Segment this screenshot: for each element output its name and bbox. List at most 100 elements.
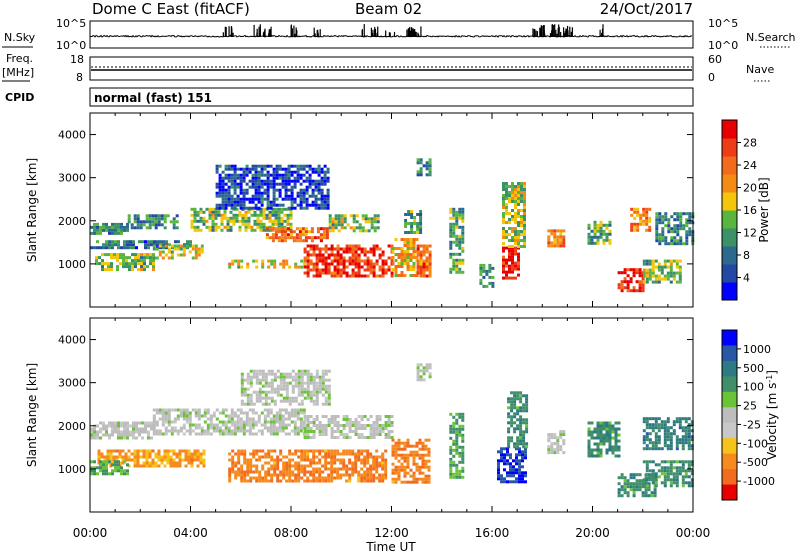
- range-cell: [242, 173, 246, 177]
- range-cell: [602, 223, 606, 227]
- range-cell: [248, 423, 252, 427]
- range-cell: [148, 455, 152, 459]
- range-cell: [384, 259, 388, 263]
- range-cell: [315, 244, 319, 248]
- range-cell: [339, 262, 343, 266]
- range-cell: [296, 414, 300, 418]
- range-cell: [663, 432, 667, 436]
- x-axis-title: Time UT: [365, 540, 416, 554]
- range-cell: [390, 430, 394, 433]
- range-cell: [123, 246, 126, 250]
- range-cell: [312, 467, 316, 471]
- range-cell: [452, 240, 456, 244]
- range-cell: [387, 424, 391, 427]
- range-cell: [106, 449, 110, 453]
- range-cell: [455, 219, 459, 223]
- range-cell: [246, 381, 250, 385]
- range-cell: [182, 414, 186, 418]
- range-cell: [154, 220, 158, 224]
- range-cell: [345, 479, 349, 483]
- range-cell: [300, 470, 304, 474]
- range-cell: [110, 253, 113, 257]
- range-cell: [163, 220, 167, 224]
- range-cell: [397, 459, 401, 463]
- range-cell: [397, 471, 401, 475]
- range-cell: [239, 420, 243, 424]
- range-cell: [415, 444, 419, 448]
- range-cell: [387, 244, 391, 248]
- range-cell: [227, 179, 231, 183]
- range-cell: [324, 396, 328, 400]
- range-cell: [333, 271, 337, 275]
- range-cell: [229, 219, 233, 223]
- range-cell: [406, 471, 410, 475]
- range-cell: [289, 213, 293, 217]
- range-cell: [369, 265, 373, 269]
- range-cell: [252, 259, 256, 263]
- range-cell: [240, 467, 244, 471]
- range-cell: [406, 238, 410, 241]
- range-cell: [309, 253, 313, 257]
- range-cell: [255, 467, 259, 471]
- range-cell: [138, 421, 141, 425]
- range-cell: [258, 396, 262, 400]
- range-cell: [202, 464, 206, 468]
- range-cell: [237, 458, 241, 462]
- range-cell: [458, 240, 462, 244]
- range-cell: [449, 267, 453, 271]
- range-cell: [658, 215, 662, 219]
- range-cell: [200, 429, 204, 433]
- range-cell: [681, 469, 685, 473]
- range-cell: [123, 421, 126, 425]
- range-cell: [209, 417, 213, 421]
- range-cell: [197, 417, 201, 421]
- range-cell: [514, 267, 517, 271]
- range-cell: [218, 191, 222, 195]
- range-cell: [231, 467, 235, 471]
- range-cell: [593, 448, 597, 452]
- range-cell: [391, 450, 395, 454]
- range-cell: [278, 420, 282, 424]
- range-cell: [425, 363, 429, 367]
- range-cell: [254, 423, 258, 427]
- range-cell: [620, 476, 624, 480]
- range-cell: [421, 477, 425, 481]
- range-cell: [654, 259, 658, 263]
- range-cell: [661, 215, 665, 219]
- range-cell: [428, 256, 432, 260]
- range-cell: [611, 445, 615, 449]
- range-cell: [666, 420, 670, 424]
- range-cell: [514, 197, 517, 200]
- range-cell: [510, 403, 514, 407]
- range-cell: [620, 283, 624, 287]
- range-cell: [315, 369, 319, 373]
- range-cell: [237, 473, 241, 477]
- range-cell: [187, 461, 191, 465]
- range-cell: [525, 421, 529, 425]
- range-cell: [142, 464, 146, 468]
- range-cell: [224, 200, 228, 204]
- range-cell: [602, 433, 606, 437]
- range-cell: [267, 265, 271, 269]
- range-cell: [372, 430, 376, 433]
- range-cell: [667, 221, 671, 225]
- range-cell: [233, 420, 237, 424]
- range-cell: [428, 262, 432, 266]
- range-cell: [675, 472, 679, 476]
- range-cell: [191, 423, 195, 427]
- range-cell: [658, 233, 662, 237]
- range-cell: [375, 421, 379, 424]
- range-cell: [103, 455, 107, 459]
- range-cell: [275, 432, 279, 436]
- range-cell: [246, 396, 250, 400]
- range-cell: [452, 213, 456, 217]
- range-cell: [239, 197, 243, 201]
- range-cell: [508, 197, 511, 200]
- range-cell: [190, 464, 194, 468]
- range-cell: [657, 280, 661, 284]
- range-cell: [336, 256, 340, 260]
- range-cell: [126, 469, 129, 473]
- range-cell: [126, 430, 129, 434]
- range-cell: [638, 268, 642, 272]
- range-cell: [461, 207, 465, 211]
